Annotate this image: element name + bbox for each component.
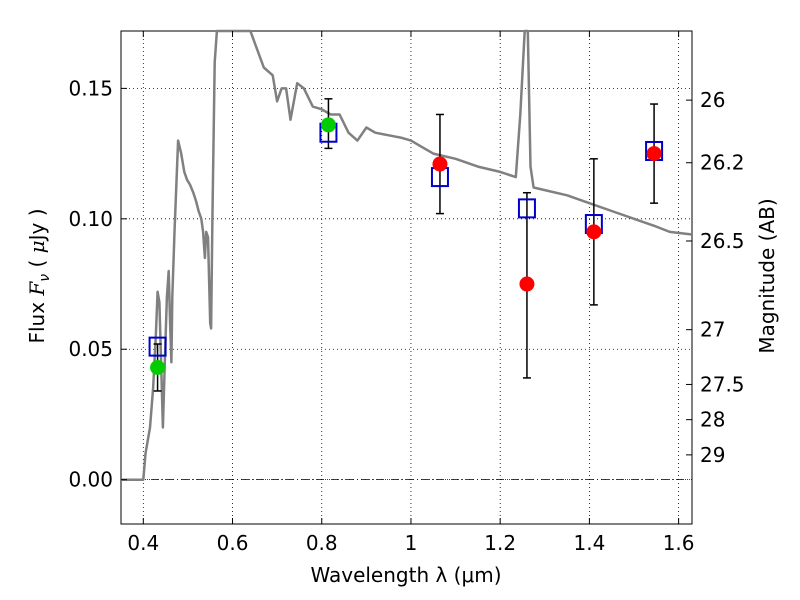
y-axis-label-part: Flux — [25, 296, 49, 344]
magnitude-tick-labels: 26 26.2 26.5 27 27.5 28 29 — [700, 88, 745, 467]
mag-tick-label: 28 — [700, 408, 725, 432]
mag-tick-label: 26.2 — [700, 151, 745, 175]
y-tick-label: 0.05 — [68, 337, 113, 361]
error-bars — [153, 98, 659, 392]
plot-area — [120, 29, 693, 525]
y-axis-label-part: Jy ) — [25, 208, 49, 242]
y-tick-labels: 0.00 0.05 0.10 0.15 — [68, 76, 113, 491]
mag-tick-label: 27 — [700, 318, 725, 342]
mag-tick-label: 26 — [700, 88, 725, 112]
y-axis-label: Flux Fν ( μJy ) — [25, 208, 53, 343]
x-tick-label: 1.6 — [663, 531, 695, 555]
y-axis-label-mu: μ — [25, 240, 49, 253]
observed-flux-point — [320, 117, 336, 133]
y-axis-label-symbol: F — [25, 281, 49, 297]
x-tick-label: 1.4 — [573, 531, 605, 555]
y-axis-label-right: Magnitude (AB) — [755, 198, 779, 353]
x-tick-label: 0.8 — [306, 531, 338, 555]
y-tick-label: 0.15 — [68, 76, 113, 100]
x-tick-labels: 0.4 0.6 0.8 1 1.2 1.4 1.6 — [127, 531, 694, 555]
x-tick-label: 0.6 — [217, 531, 249, 555]
model-sed-line — [121, 29, 693, 481]
x-tick-label: 0.4 — [127, 531, 159, 555]
x-tick-label: 1 — [405, 531, 418, 555]
x-axis-label: Wavelength λ (μm) — [310, 563, 501, 587]
y-axis-label-part: ( — [25, 253, 49, 274]
observed-flux-point — [432, 156, 448, 172]
y-axis-label-subscript: ν — [37, 274, 53, 282]
observed-flux-point — [646, 146, 662, 162]
model-flux-square — [517, 198, 536, 219]
y-tick-label: 0.00 — [68, 468, 113, 492]
x-tick-label: 1.2 — [484, 531, 516, 555]
observed-flux-point — [586, 224, 602, 240]
markers — [148, 117, 664, 375]
observed-flux-point — [150, 359, 166, 375]
plot-frame — [120, 30, 693, 525]
model-sed — [121, 29, 693, 481]
mag-tick-label: 26.5 — [700, 229, 745, 253]
observed-flux-point — [519, 276, 535, 292]
model-flux-square — [148, 336, 167, 357]
mag-tick-label: 29 — [700, 443, 725, 467]
grid — [121, 31, 692, 524]
ticks — [121, 31, 692, 524]
mag-tick-label: 27.5 — [700, 372, 745, 396]
y-tick-label: 0.10 — [68, 207, 113, 231]
